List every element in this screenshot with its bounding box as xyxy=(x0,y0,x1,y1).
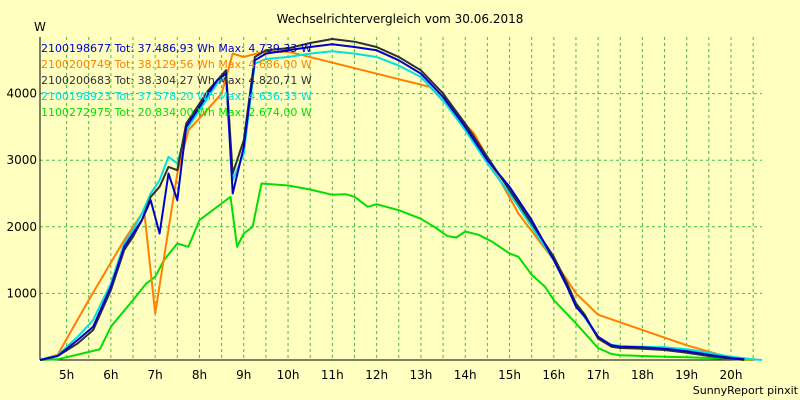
x-tick-label: 8h xyxy=(192,368,207,382)
legend-entry: 2100200749 Tot: 38.129,56 Wh Max: 4.686,… xyxy=(41,58,312,71)
chart-title: Wechselrichtervergleich vom 30.06.2018 xyxy=(277,12,524,26)
x-tick-label: 10h xyxy=(277,368,300,382)
x-tick-label: 7h xyxy=(148,368,163,382)
x-tick-label: 19h xyxy=(675,368,698,382)
footer-credit: SunnyReport pinxit xyxy=(693,384,799,397)
x-tick-label: 20h xyxy=(720,368,743,382)
grid-layer xyxy=(40,37,762,360)
series-layer xyxy=(39,38,763,361)
x-tick-label: 17h xyxy=(587,368,610,382)
legend-entry: 1100272975 Tot: 20.834,00 Wh Max: 2.674,… xyxy=(41,106,312,119)
x-tick-label: 13h xyxy=(409,368,432,382)
series-line-1100272975 xyxy=(39,182,754,361)
x-tick-label: 6h xyxy=(103,368,118,382)
x-tick-label: 16h xyxy=(542,368,565,382)
legend-entry: 2100200683 Tot: 38.304,27 Wh Max: 4.820,… xyxy=(41,74,312,87)
legend-label: 2100200683 Tot: 38.304,27 Wh Max: 4.820,… xyxy=(41,74,312,87)
tick-labels: 5h 6h 7h 8h 9h 10h 11h 12h 13h 14h 15h 16h 17h 18h 19h… xyxy=(6,87,742,382)
y-tick-label: 4000 xyxy=(6,87,37,101)
legend-label: 2100198677 Tot: 37.486,93 Wh Max: 4.739,… xyxy=(41,42,312,55)
x-tick-label: 18h xyxy=(631,368,654,382)
legend-label: 2100198923 Tot: 37.578,20 Wh Max: 4.636,… xyxy=(41,90,312,103)
y-tick-label: 3000 xyxy=(6,153,37,167)
x-tick-label: 12h xyxy=(365,368,388,382)
y-axis-label: W xyxy=(34,20,46,34)
x-tick-label: 15h xyxy=(498,368,521,382)
y-tick-label: 2000 xyxy=(6,220,37,234)
x-tick-label: 9h xyxy=(236,368,251,382)
series-line-2100198677 xyxy=(39,43,745,361)
y-tick-label: 1000 xyxy=(6,286,37,300)
legend-label: 1100272975 Tot: 20.834,00 Wh Max: 2.674,… xyxy=(41,106,312,119)
axes-layer xyxy=(39,37,762,361)
x-tick-label: 11h xyxy=(321,368,344,382)
x-tick-label: 14h xyxy=(454,368,477,382)
plot-area xyxy=(40,37,762,360)
x-tick-label: 5h xyxy=(59,368,74,382)
legend-label: 2100200749 Tot: 38.129,56 Wh Max: 4.686,… xyxy=(41,58,312,71)
legend-entry: 2100198923 Tot: 37.578,20 Wh Max: 4.636,… xyxy=(41,90,312,103)
legend-entry: 2100198677 Tot: 37.486,93 Wh Max: 4.739,… xyxy=(41,42,312,55)
